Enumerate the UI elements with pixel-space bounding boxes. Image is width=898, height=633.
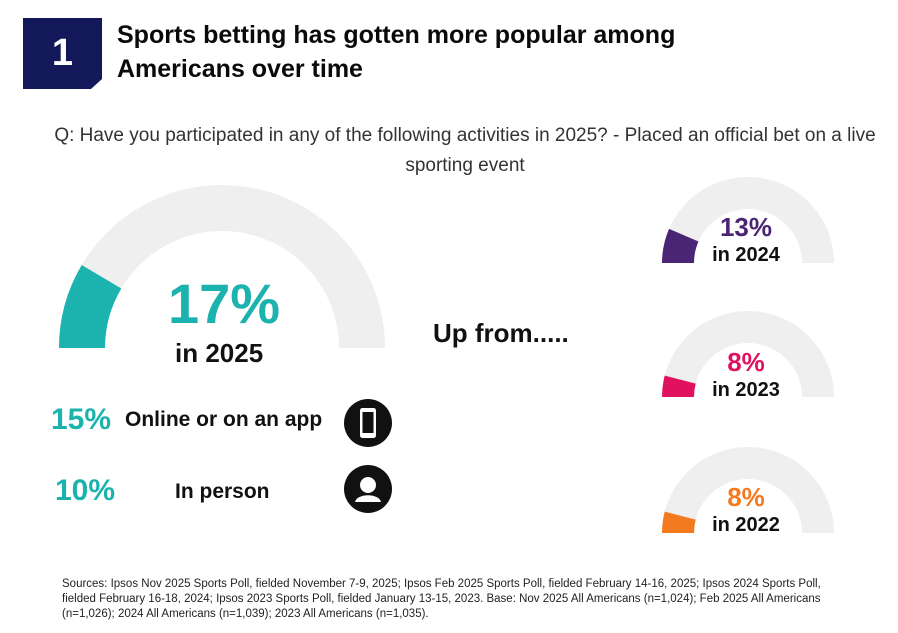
section-number-badge: 1 bbox=[23, 18, 102, 89]
gauge-2022-value-arc bbox=[662, 511, 696, 534]
in-person-percent: 10% bbox=[55, 474, 116, 507]
in-person-label: In person bbox=[175, 480, 270, 503]
main-gauge-year: in 2025 bbox=[175, 338, 264, 368]
gauge-2023-track bbox=[662, 311, 834, 398]
online-label: Online or on an app bbox=[125, 408, 323, 431]
gauge-2022-value: 8% bbox=[727, 482, 765, 512]
gauge-2022-year: in 2022 bbox=[712, 514, 780, 536]
gauge-2022-track bbox=[662, 447, 834, 534]
main-gauge-value: 17% bbox=[168, 272, 281, 335]
sources-footnote: Sources: Ipsos Nov 2025 Sports Poll, fie… bbox=[62, 578, 821, 620]
online-percent: 15% bbox=[51, 403, 112, 436]
person-icon bbox=[344, 465, 392, 513]
section-number: 1 bbox=[51, 32, 74, 74]
page-title: Sports betting has gotten more popular a… bbox=[117, 21, 676, 83]
phone-icon bbox=[344, 399, 392, 447]
gauge-2023-value-arc bbox=[662, 375, 696, 398]
gauge-2024-year: in 2024 bbox=[712, 244, 780, 266]
gauge-2025-value-arc bbox=[59, 265, 122, 349]
gauge-2023-value: 8% bbox=[727, 347, 765, 377]
up-from-label: Up from..... bbox=[433, 318, 569, 348]
gauge-2024-value-arc bbox=[662, 228, 699, 264]
gauge-2024-track bbox=[662, 177, 834, 264]
gauge-2024-value: 13% bbox=[719, 212, 773, 242]
gauge-2023-year: in 2023 bbox=[712, 379, 780, 401]
survey-question: Q: Have you participated in any of the f… bbox=[54, 125, 876, 176]
